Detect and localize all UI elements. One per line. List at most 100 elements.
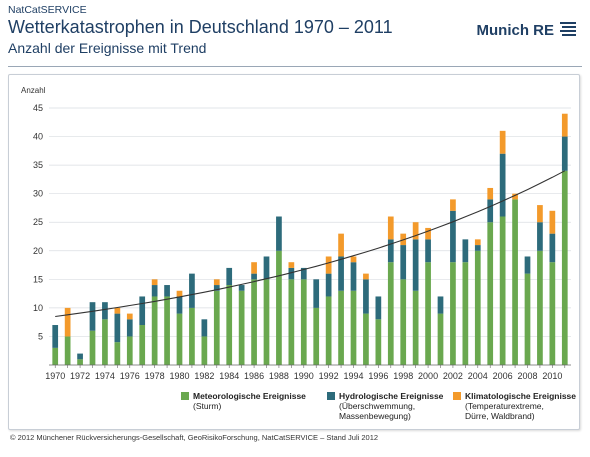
bar-hydro-1995 [363, 279, 369, 314]
bar-hydro-1982 [201, 319, 208, 337]
supertitle: NatCatSERVICE [8, 4, 87, 16]
bar-hydro-1986 [251, 273, 257, 280]
bar-meteo-1995 [363, 313, 369, 365]
logo-text: Munich RE [476, 21, 555, 39]
bar-meteo-1994 [350, 290, 357, 365]
bar-meteo-2010 [549, 262, 556, 365]
x-tick-label: 1978 [145, 371, 165, 381]
x-tick-label: 1972 [70, 371, 90, 381]
bar-hydro-1973 [89, 302, 96, 331]
bar-meteo-1987 [263, 279, 270, 365]
bar-hydro-1979 [164, 285, 170, 297]
bar-meteo-1992 [325, 296, 332, 365]
bar-klima-2011 [561, 113, 568, 137]
bar-meteo-1982 [201, 336, 208, 365]
x-tick-label: 1998 [393, 371, 413, 381]
x-tick-label: 1980 [169, 371, 189, 381]
bar-meteo-1991 [313, 307, 320, 365]
legend-swatch [453, 392, 461, 400]
y-tick-label: 45 [33, 103, 43, 113]
bar-hydro-1987 [263, 256, 270, 280]
bar-klima-1983 [213, 279, 220, 286]
bar-hydro-1970 [52, 325, 59, 348]
x-tick-label: 2000 [418, 371, 438, 381]
legend-item-meteo: Meteorologische Ereignisse (Sturm) [181, 391, 311, 425]
y-tick-label: 15 [33, 274, 43, 284]
trend-line [55, 170, 566, 318]
bars [52, 113, 568, 365]
y-tick-label: 20 [33, 246, 43, 256]
gridlines [49, 107, 571, 337]
bar-hydro-1991 [313, 279, 320, 308]
bar-hydro-1994 [350, 262, 357, 291]
bar-klima-2004 [474, 239, 481, 246]
chart-title: Wetterkatastrophen in Deutschland 1970 –… [8, 17, 393, 37]
bar-hydro-2004 [474, 245, 481, 251]
bar-hydro-1984 [226, 267, 233, 286]
bar-meteo-1978 [151, 296, 158, 365]
y-tick-label: 30 [33, 189, 43, 199]
bar-hydro-1975 [114, 313, 121, 343]
bar-meteo-1997 [387, 262, 394, 365]
y-tick-label: 5 [38, 331, 43, 341]
bar-meteo-1983 [213, 290, 220, 365]
legend-swatch [327, 392, 335, 400]
logo-mark-icon [560, 22, 576, 36]
x-tick-label: 1986 [244, 371, 264, 381]
bar-hydro-2003 [462, 239, 469, 263]
bar-meteo-2006 [499, 216, 506, 365]
bar-hydro-2010 [549, 233, 556, 263]
bar-meteo-1988 [276, 250, 282, 365]
bar-meteo-1973 [89, 330, 96, 365]
bar-hydro-2006 [499, 153, 506, 217]
bar-meteo-1981 [189, 307, 195, 365]
x-tick-label: 1994 [343, 371, 363, 381]
bar-hydro-1977 [139, 296, 146, 326]
bar-meteo-2003 [462, 262, 469, 365]
chart-canvas: Anzahl 5 10 15 20 25 30 35 40 45 1970 1972 1974 1976… [21, 86, 571, 381]
bar-hydro-1989 [288, 267, 295, 280]
y-tick-label: 10 [33, 303, 43, 313]
legend-note: (Überschwemmung, Massenbewegung) [339, 401, 416, 421]
legend-label: Klimatologische Ereignisse [465, 391, 577, 401]
bar-hydro-1974 [102, 302, 108, 320]
bar-hydro-1996 [375, 296, 382, 320]
bar-klima-1992 [325, 256, 332, 274]
x-tick-label: 1982 [194, 371, 214, 381]
x-tick-label: 1992 [319, 371, 339, 381]
y-tick-label: 25 [33, 217, 43, 227]
x-tick-label: 2002 [443, 371, 463, 381]
legend-label: Meteorologische Ereignisse [193, 391, 306, 401]
bar-meteo-1999 [412, 290, 419, 365]
bar-meteo-1996 [375, 319, 382, 365]
bar-meteo-1989 [288, 279, 295, 365]
bar-meteo-2007 [512, 199, 518, 365]
bar-meteo-1998 [400, 279, 407, 365]
bar-klima-2010 [549, 210, 556, 234]
bar-klima-2005 [487, 187, 494, 200]
x-tick-label: 2010 [542, 371, 562, 381]
bar-hydro-1978 [151, 285, 158, 297]
legend-item-hydro: Hydrologische Ereignisse (Überschwemmung,… [327, 391, 457, 425]
axes: 5 10 15 20 25 30 35 40 45 1970 1972 1974 1976 1978 198… [33, 103, 571, 381]
bar-klima-2009 [537, 205, 543, 223]
chart-subtitle: Anzahl der Ereignisse mit Trend [8, 40, 207, 56]
bar-klima-1971 [64, 307, 71, 337]
bar-hydro-2008 [524, 256, 531, 274]
bar-meteo-1976 [126, 336, 133, 365]
munich-re-logo: Munich RE [477, 20, 579, 40]
bar-meteo-1993 [338, 290, 344, 365]
bar-meteo-1970 [52, 347, 59, 365]
bar-klima-1993 [338, 233, 344, 257]
header-divider [8, 66, 582, 67]
bar-meteo-1985 [238, 290, 245, 365]
chart-panel: Anzahl 5 10 15 20 25 30 35 40 45 1970 1972 1974 1976… [8, 74, 580, 430]
bar-hydro-1999 [412, 239, 419, 291]
bar-hydro-1980 [176, 296, 183, 314]
bar-meteo-2009 [537, 250, 543, 365]
x-tick-label: 1970 [45, 371, 65, 381]
x-tick-label: 2006 [493, 371, 513, 381]
y-axis-label: Anzahl [21, 86, 46, 95]
x-tick-label: 1976 [120, 371, 140, 381]
bar-meteo-2002 [450, 262, 456, 365]
